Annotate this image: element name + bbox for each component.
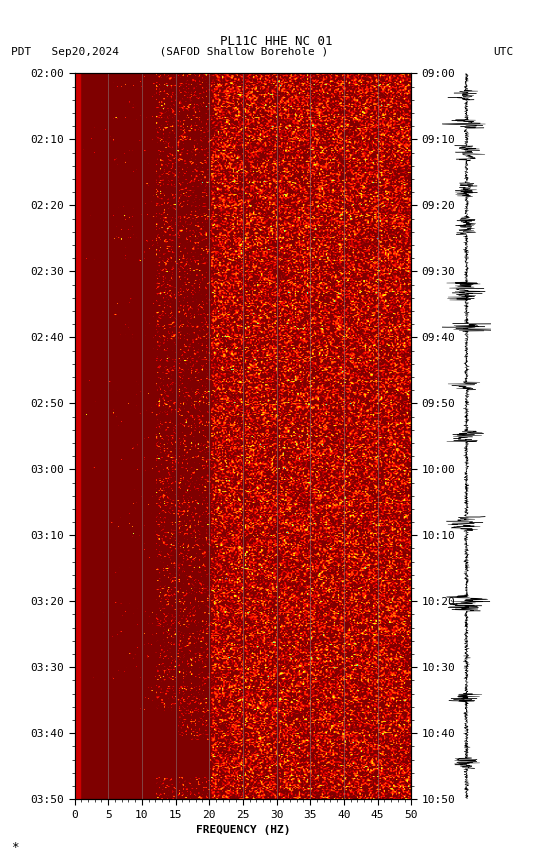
Text: PDT   Sep20,2024      (SAFOD Shallow Borehole ): PDT Sep20,2024 (SAFOD Shallow Borehole ) [11, 47, 328, 57]
Text: PL11C HHE NC 01: PL11C HHE NC 01 [220, 35, 332, 48]
Bar [73, 73, 80, 799]
Text: *: * [11, 841, 19, 854]
Text: UTC: UTC [493, 47, 513, 57]
X-axis label: FREQUENCY (HZ): FREQUENCY (HZ) [195, 825, 290, 835]
